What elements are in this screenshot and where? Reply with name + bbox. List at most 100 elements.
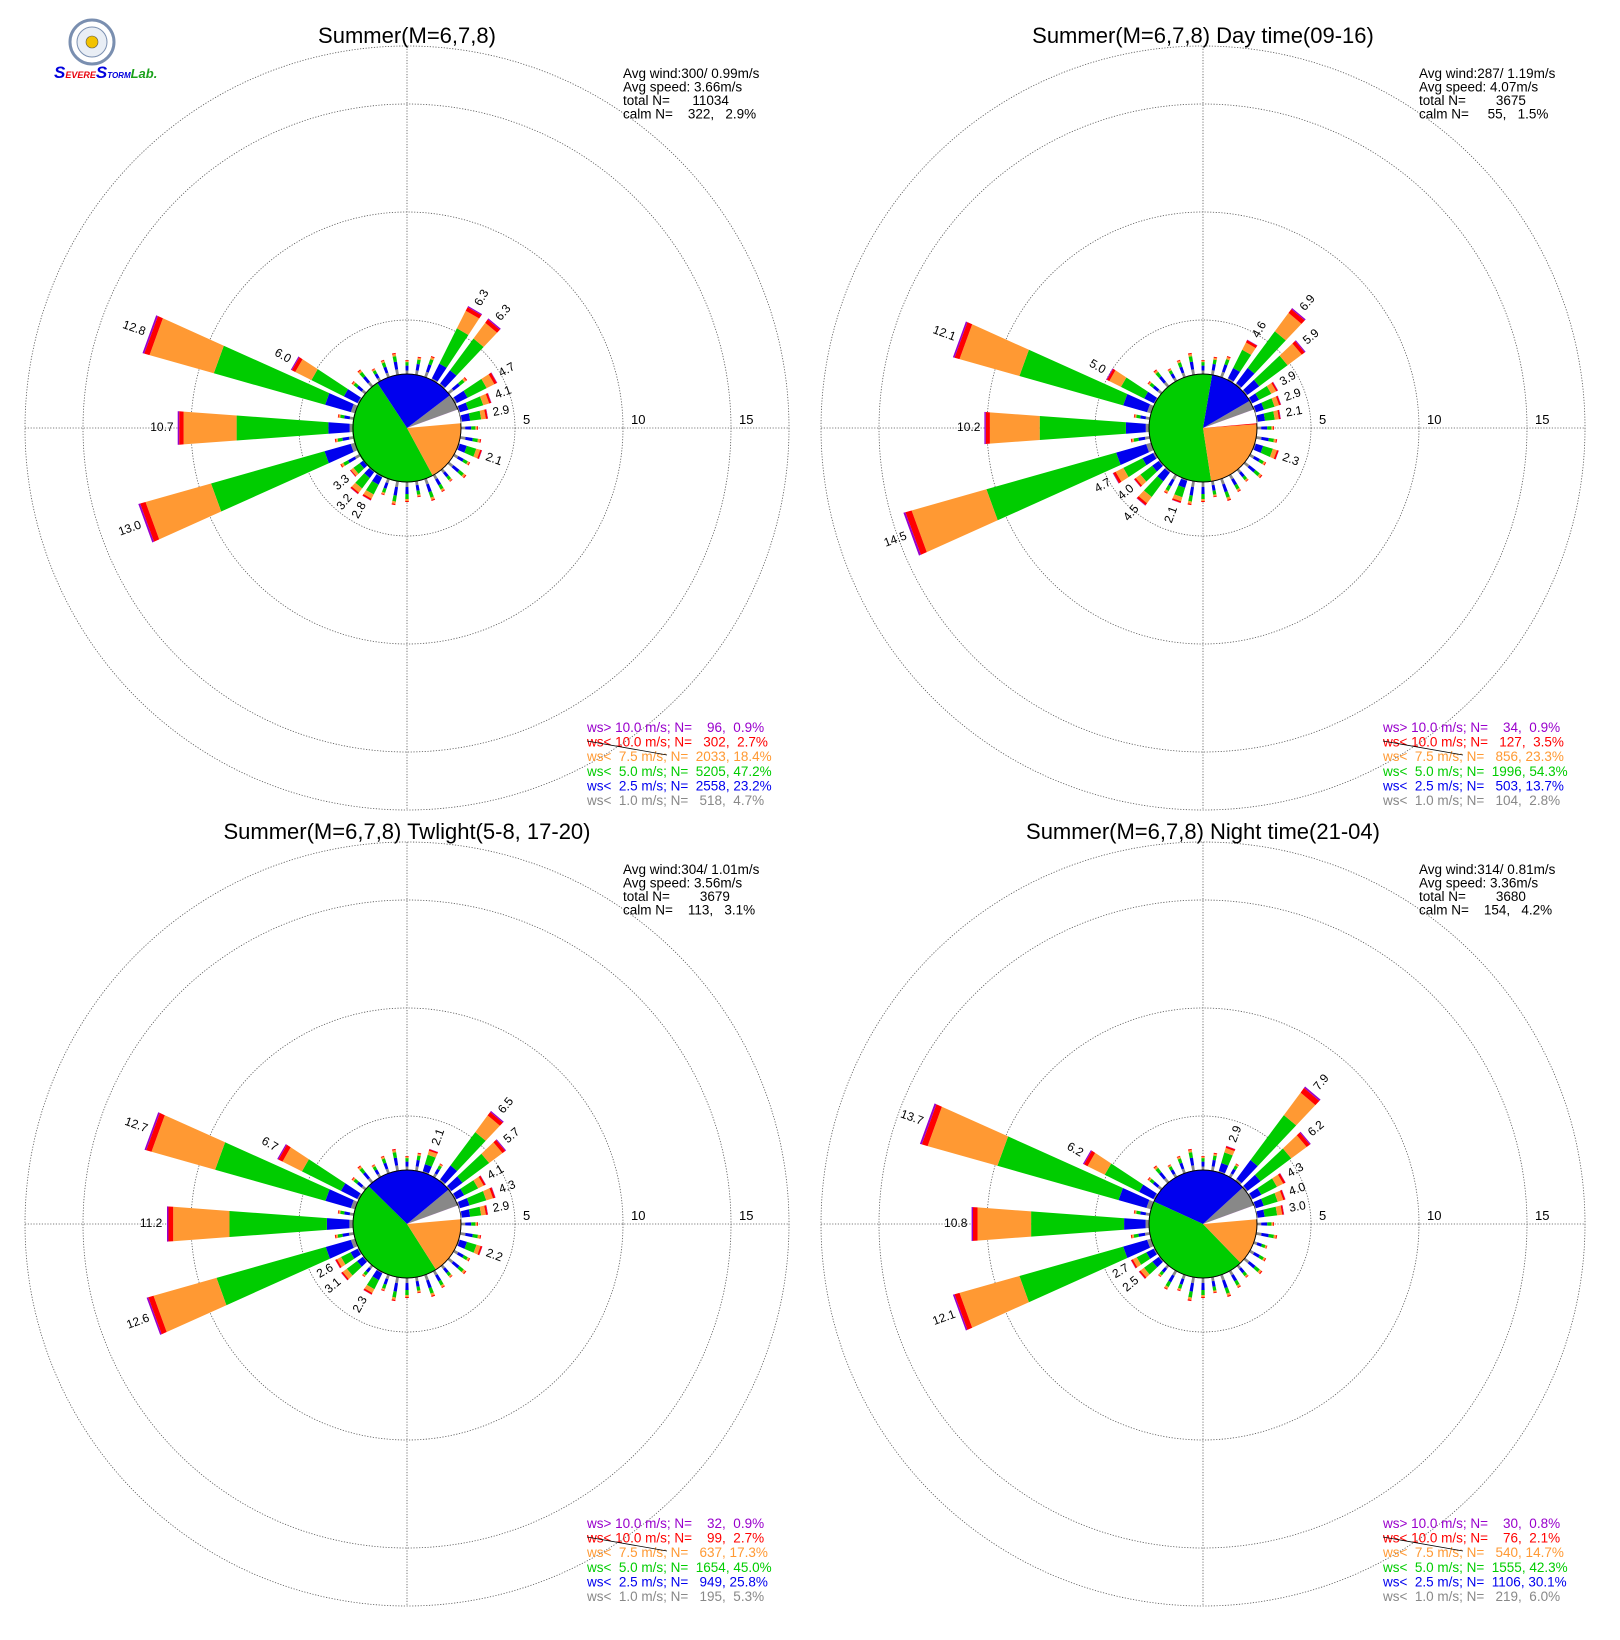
spoke-stub-segment: [1163, 491, 1168, 494]
spoke-segment: [357, 1193, 362, 1200]
spoke-segment: [464, 445, 477, 457]
spoke-stub-segment: [461, 473, 466, 478]
spoke-segment: [1157, 468, 1170, 482]
spoke-stub-segment: [1188, 356, 1193, 363]
pie-slice: [352, 382, 433, 483]
pie-slice: [1203, 424, 1258, 482]
spoke-segment: [278, 1144, 291, 1162]
spoke-segment: [1087, 1152, 1112, 1175]
spoke-stub-segment: [416, 1286, 421, 1291]
spoke-stub-segment: [385, 1168, 390, 1174]
spoke-stub-segment: [1265, 1245, 1268, 1249]
spoke-stub-segment: [1213, 1152, 1218, 1155]
spoke-segment: [1158, 460, 1164, 466]
stat-line: Avg speed: 3.56m/s: [623, 876, 742, 891]
spoke-stub-segment: [1258, 1255, 1264, 1261]
spoke-segment: [959, 324, 1029, 376]
spoke-stub-segment: [393, 1157, 399, 1166]
spoke-segment: [1277, 409, 1281, 420]
outer-ring: [820, 841, 1586, 1607]
spoke-stub-segment: [1242, 475, 1248, 481]
spoke-segment: [1135, 474, 1147, 486]
spoke-stub-segment: [405, 1295, 409, 1297]
spoke-segment: [453, 390, 468, 403]
spoke-segment: [177, 411, 180, 445]
spoke-segment: [140, 502, 160, 542]
spoke-value-label: 2.1: [1161, 504, 1180, 525]
spoke-stub-segment: [1244, 1274, 1249, 1278]
spoke-stub-segment: [430, 1292, 435, 1296]
spoke-segment: [475, 1115, 500, 1141]
spoke-stub-segment: [1231, 1274, 1238, 1282]
spoke-segment: [439, 1179, 446, 1185]
outer-ring: [24, 45, 790, 811]
spoke-segment: [325, 1239, 354, 1259]
legend-entry: ws< 7.5 m/s; N= 856, 23.3%: [1382, 749, 1564, 764]
spoke-segment: [428, 1149, 438, 1154]
spoke-stub-segment: [405, 494, 409, 499]
spoke-segment: [1144, 391, 1157, 404]
spoke-stub-segment: [1244, 478, 1249, 482]
spoke-stub-segment: [1188, 1149, 1193, 1153]
spoke-stub-segment: [1201, 1161, 1205, 1167]
spoke-stub-segment: [1234, 1279, 1240, 1286]
spoke-stub-segment: [1158, 1273, 1162, 1277]
spoke-segment: [363, 1289, 372, 1295]
spoke-stub-segment: [1176, 359, 1181, 362]
spoke-segment: [977, 1207, 1032, 1241]
spoke-segment: [142, 315, 158, 354]
spoke-stub-segment: [1212, 359, 1217, 365]
spoke-segment: [350, 486, 359, 494]
spoke-segment: [959, 1276, 1029, 1328]
spoke-stub-segment: [441, 1285, 445, 1289]
spoke-stub-segment: [1189, 1157, 1195, 1166]
logo-text-part: S: [54, 63, 66, 82]
spoke-stub-segment: [1188, 495, 1193, 502]
spoke-value-label: 4.5: [1120, 502, 1142, 524]
spoke-stub-segment: [405, 482, 409, 487]
spoke-stub-segment: [1134, 1210, 1137, 1214]
spoke-stub-segment: [1213, 1153, 1218, 1157]
spoke-stub-segment: [1144, 1232, 1151, 1236]
spoke-stub-segment: [465, 426, 472, 430]
spoke-stub-segment: [1259, 474, 1263, 479]
spoke-stub-segment: [1201, 360, 1205, 363]
spoke-stub-segment: [1211, 370, 1215, 376]
spoke-segment: [1139, 1184, 1157, 1200]
spoke-segment: [326, 1218, 350, 1230]
spoke-segment: [1283, 1092, 1316, 1126]
spoke-stub-segment: [463, 474, 467, 479]
spoke-stub-segment: [465, 1222, 472, 1226]
wind-rose-panel-2: 5 10 15 Summer(M=6,7,8) Day time(09-16) Avg …: [820, 23, 1586, 811]
legend-entry: ws< 10.0 m/s; N= 127, 3.5%: [1382, 735, 1564, 750]
spoke-segment: [355, 473, 370, 489]
spoke-segment: [481, 374, 495, 389]
spoke-stub-segment: [405, 1283, 409, 1290]
logo-text-part: Lab.: [131, 66, 158, 81]
spoke-stub-segment: [1201, 1290, 1205, 1295]
spoke-stub-segment: [1187, 1299, 1192, 1302]
spoke-segment: [488, 372, 497, 385]
spoke-stub-segment: [453, 453, 459, 459]
spoke-value-label: 12.1: [931, 322, 958, 343]
spoke-segment: [324, 443, 354, 464]
spoke-segment: [341, 1272, 348, 1281]
spoke-stub-segment: [349, 416, 355, 420]
spoke-stub-segment: [358, 370, 363, 375]
spoke-stub-segment: [1177, 1289, 1181, 1292]
spoke-stub-segment: [1187, 500, 1192, 504]
spoke-segment: [473, 1176, 484, 1189]
spoke-segment: [467, 306, 483, 316]
spoke-segment: [1280, 1205, 1284, 1215]
spoke-stub-segment: [1212, 490, 1217, 495]
spoke-stub-segment: [381, 493, 385, 496]
pie-slice: [407, 395, 458, 428]
spoke-stub-segment: [352, 1177, 356, 1182]
spoke-stub-segment: [416, 1155, 421, 1161]
spoke-stub-segment: [1201, 1295, 1205, 1297]
spoke-segment: [903, 512, 921, 556]
spoke-stub-segment: [393, 361, 399, 370]
spoke-stub-segment: [1235, 1163, 1239, 1166]
spoke-stub-segment: [456, 456, 464, 462]
spoke-value-label: 3.3: [330, 471, 352, 493]
